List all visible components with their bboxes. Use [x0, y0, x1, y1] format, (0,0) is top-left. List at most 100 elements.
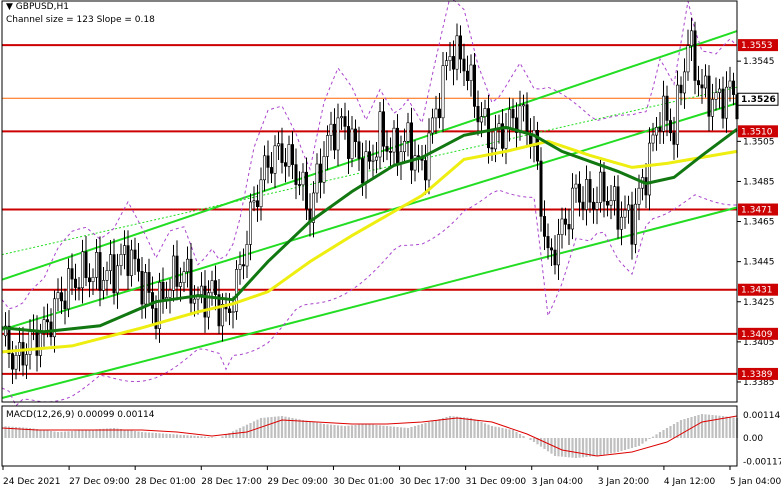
candle-body [476, 106, 480, 123]
candle-body [623, 209, 627, 218]
macd-signal-line [1, 415, 738, 457]
candle-body [539, 160, 543, 217]
candle-body [717, 88, 721, 93]
candle-body [172, 255, 176, 291]
candles [4, 17, 739, 384]
candle-body [203, 285, 207, 318]
candle-body [413, 155, 417, 171]
x-tick-label: 4 Jan 12:00 [664, 477, 716, 487]
candle-body [710, 99, 714, 117]
candle-body [462, 58, 466, 72]
candle-body [186, 258, 190, 272]
candle-body [297, 184, 301, 186]
x-tick-label: 27 Dec 09:00 [69, 477, 130, 487]
level-price-tag [738, 367, 778, 380]
level-price-tag-text: 1.3510 [741, 127, 773, 137]
y-tick-label: 1.3485 [743, 177, 775, 187]
current-price-tag [737, 92, 779, 106]
candle-body [35, 329, 39, 356]
candle-body [542, 216, 546, 237]
candle-body [189, 258, 193, 304]
candle-body [434, 108, 438, 119]
candle-body [140, 270, 144, 305]
candle-body [315, 163, 319, 194]
candle-body [88, 277, 92, 283]
candle-body [668, 120, 672, 134]
candle-body [406, 122, 410, 142]
candle-body [588, 179, 592, 203]
dropdown-arrow-icon[interactable]: ▼ [6, 2, 13, 12]
candle-body [385, 146, 389, 152]
candle-body [95, 252, 99, 278]
candle-body [469, 64, 473, 81]
candle-body [371, 159, 375, 162]
candle-body [214, 280, 218, 295]
candle-body [151, 292, 155, 309]
candle-body [276, 143, 280, 147]
candle-body [630, 204, 634, 245]
candle-body [14, 354, 18, 370]
candle-body [182, 271, 186, 284]
candle-body [514, 117, 518, 133]
candle-body [651, 134, 655, 144]
candle-body [21, 342, 25, 366]
envelope-upper [1, 0, 738, 310]
candle-body [465, 70, 469, 81]
candle-body [507, 109, 511, 130]
candle-body [605, 201, 609, 206]
candle-body [70, 268, 74, 280]
candle-body [59, 292, 63, 302]
candle-body [238, 264, 242, 270]
candle-body [126, 245, 130, 276]
candle-body [56, 292, 60, 300]
candle-body [563, 218, 567, 225]
channel-lower-line-2 [1, 206, 738, 399]
candle-body [504, 128, 508, 149]
candle-body [67, 268, 71, 310]
candle-body [609, 200, 613, 206]
y-tick-label: 1.3505 [743, 137, 775, 147]
candle-body [193, 298, 197, 304]
channel-mid-line [1, 86, 738, 256]
candle-body [402, 141, 406, 153]
candle-body [329, 123, 333, 136]
candle-body [49, 321, 53, 338]
y-tick-label: 1.3425 [743, 298, 775, 308]
moving-averages [1, 125, 738, 354]
candle-body [24, 354, 28, 366]
candle-body [598, 171, 602, 203]
candle-body [392, 127, 396, 153]
candle-body [52, 298, 56, 338]
candle-body [346, 126, 350, 159]
candle-body [266, 155, 270, 168]
candle-body [728, 80, 732, 88]
candle-body [221, 303, 225, 327]
candle-body [381, 111, 385, 147]
candle-body [584, 179, 588, 210]
price-pane-frame [1, 0, 738, 403]
symbol-label: GBPUSD,H1 [15, 2, 69, 12]
candle-body [612, 186, 616, 201]
candle-body [479, 116, 483, 123]
candle-body [581, 201, 585, 210]
candle-body [595, 202, 599, 210]
candle-body [4, 325, 8, 337]
candle-body [455, 35, 459, 70]
candle-body [616, 186, 620, 230]
candle-body [336, 117, 340, 151]
candle-body [84, 251, 88, 279]
candle-body [210, 280, 214, 294]
candle-body [448, 56, 452, 62]
candle-body [693, 30, 697, 81]
level-price-tag [738, 39, 778, 52]
candle-body [45, 319, 49, 323]
candle-body [700, 84, 704, 89]
candle-body [235, 269, 239, 312]
candle-body [38, 332, 42, 356]
candle-body [658, 127, 662, 132]
macd-panel [1, 414, 739, 458]
candle-body [423, 160, 427, 181]
candle-body [486, 108, 490, 149]
candle-body [283, 162, 287, 167]
